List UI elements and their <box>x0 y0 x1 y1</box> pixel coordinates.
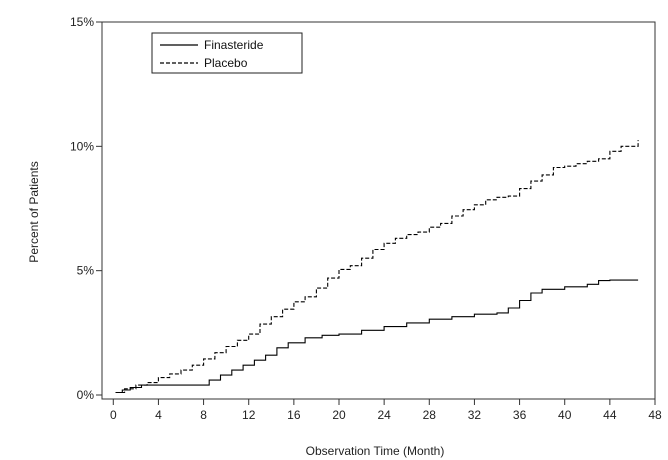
legend: Finasteride Placebo <box>151 32 303 74</box>
x-tick-label-5: 20 <box>332 408 346 422</box>
y-tick-label-3: 15% <box>70 15 94 29</box>
plot-frame <box>101 21 656 400</box>
x-tick-label-12: 48 <box>648 408 662 422</box>
x-tick-label-4: 16 <box>287 408 301 422</box>
y-axis: 0% 5% 10% 15% <box>70 15 102 402</box>
y-tick-label-2: 10% <box>70 139 94 153</box>
x-tick-label-9: 36 <box>513 408 527 422</box>
x-tick-label-7: 28 <box>423 408 437 422</box>
series-layer <box>115 140 639 394</box>
legend-box <box>151 32 303 74</box>
x-tick-label-3: 12 <box>242 408 256 422</box>
series-line-finasteride <box>115 279 639 394</box>
x-tick-label-2: 8 <box>200 408 207 422</box>
y-tick-label-0: 0% <box>77 388 95 402</box>
x-tick-label-1: 4 <box>155 408 162 422</box>
y-tick-label-1: 5% <box>77 264 95 278</box>
legend-label-placebo: Placebo <box>204 56 248 70</box>
x-tick-label-6: 24 <box>377 408 391 422</box>
x-tick-label-11: 44 <box>603 408 617 422</box>
x-tick-label-10: 40 <box>558 408 572 422</box>
x-tick-label-0: 0 <box>110 408 117 422</box>
x-axis: 0 4 8 12 16 20 24 28 32 36 40 44 48 <box>110 399 662 422</box>
y-axis-title: Percent of Patients <box>27 161 41 262</box>
series-line-placebo <box>115 140 639 394</box>
x-axis-title: Observation Time (Month) <box>306 444 445 458</box>
x-tick-label-8: 32 <box>468 408 482 422</box>
legend-label-finasteride: Finasteride <box>204 38 264 52</box>
